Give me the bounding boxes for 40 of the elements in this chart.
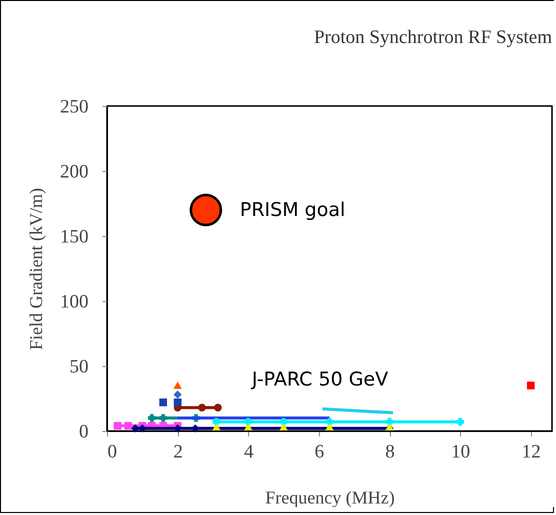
- point: [148, 414, 156, 422]
- point: [212, 424, 220, 431]
- x-tick-label: 0: [108, 442, 117, 462]
- point: [159, 398, 168, 406]
- point: [280, 424, 288, 431]
- x-tick-label: 10: [451, 442, 470, 462]
- chart-title: Proton Synchrotron RF System: [314, 27, 552, 48]
- y-tick-label: 150: [60, 226, 88, 248]
- x-tick-label: 2: [173, 442, 183, 462]
- y-tick-label: 200: [60, 162, 88, 182]
- y-tick-label: 0: [79, 422, 88, 442]
- point: [124, 422, 132, 430]
- point: [190, 194, 222, 226]
- point: [280, 418, 288, 426]
- annotation: PRISM goal: [240, 199, 346, 221]
- point: [131, 424, 140, 432]
- point: [386, 418, 394, 426]
- annotation: J-PARC 50 GeV: [250, 368, 388, 391]
- point: [114, 422, 122, 430]
- y-tick-label: 50: [70, 356, 88, 378]
- point: [174, 424, 182, 432]
- point: [526, 382, 535, 390]
- y-tick-label: 100: [60, 292, 88, 312]
- point: [326, 424, 334, 431]
- y-tick-label: 250: [60, 96, 88, 118]
- point: [174, 390, 182, 398]
- point: [174, 398, 182, 406]
- point: [456, 418, 464, 426]
- point: [214, 404, 222, 412]
- point: [212, 418, 220, 426]
- point: [198, 404, 206, 412]
- x-tick-label: 6: [314, 442, 324, 462]
- x-tick-label: 4: [244, 442, 254, 462]
- point: [244, 424, 252, 431]
- x-tick-label: 8: [385, 442, 395, 462]
- x-tick-label: 12: [522, 442, 541, 462]
- point: [174, 382, 182, 389]
- point: [326, 418, 334, 426]
- y-axis-title: Field Gradient (kV/m): [26, 188, 46, 350]
- point: [159, 414, 168, 422]
